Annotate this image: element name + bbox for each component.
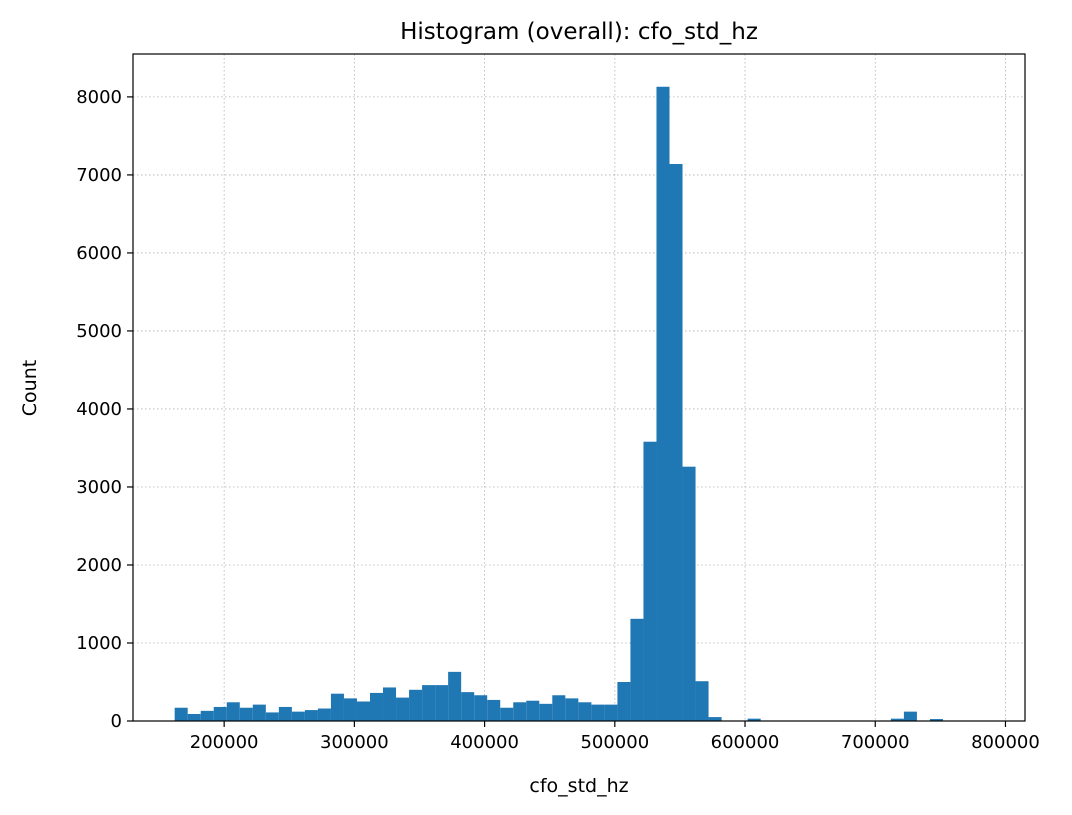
histogram-bar-7 <box>265 712 279 721</box>
y-tick-label-0: 0 <box>111 711 122 732</box>
chart-title: Histogram (overall): cfo_std_hz <box>400 19 758 45</box>
histogram-bar-56 <box>903 711 917 721</box>
x-tick-label-3: 500000 <box>580 732 649 753</box>
histogram-bar-29 <box>552 695 566 721</box>
histogram-bar-28 <box>539 703 553 721</box>
x-tick-label-6: 800000 <box>971 732 1040 753</box>
histogram-bar-17 <box>396 697 410 721</box>
histogram-bar-55 <box>890 718 904 721</box>
histogram-bar-6 <box>252 704 266 721</box>
histogram-bar-19 <box>422 685 436 721</box>
histogram-bar-22 <box>461 692 475 721</box>
histogram-bar-8 <box>278 706 292 721</box>
histogram-bar-12 <box>330 693 344 721</box>
histogram-bar-9 <box>291 711 305 721</box>
histogram-bar-24 <box>487 699 501 721</box>
x-tick-label-5: 700000 <box>841 732 910 753</box>
y-tick-label-1: 1000 <box>76 633 122 654</box>
histogram-bar-16 <box>383 687 397 721</box>
y-tick-label-5: 5000 <box>76 321 122 342</box>
histogram-bar-36 <box>643 441 657 721</box>
histogram-bar-31 <box>578 702 592 721</box>
histogram-bar-5 <box>239 707 253 721</box>
histogram-bar-20 <box>435 685 449 721</box>
histogram-bar-15 <box>369 692 384 721</box>
histogram-bar-21 <box>448 671 462 721</box>
histogram-bar-37 <box>656 86 670 722</box>
x-tick-label-2: 400000 <box>450 732 519 753</box>
histogram-bar-44 <box>747 718 761 721</box>
y-tick-label-3: 3000 <box>76 477 122 498</box>
histogram-bar-10 <box>304 710 318 721</box>
y-tick-label-2: 2000 <box>76 555 122 576</box>
histogram-bar-23 <box>474 695 488 721</box>
x-axis-label: cfo_std_hz <box>529 775 628 797</box>
plot-frame <box>132 53 1026 722</box>
y-tick-label-8: 8000 <box>76 87 122 108</box>
y-tick-label-6: 6000 <box>76 243 122 264</box>
histogram-bar-4 <box>226 702 240 721</box>
grid-lines <box>133 54 1025 722</box>
histogram-bar-18 <box>409 689 423 721</box>
histogram-bar-14 <box>356 701 370 721</box>
histogram-bar-30 <box>565 698 579 721</box>
x-tick-label-4: 600000 <box>711 732 780 753</box>
histogram-bar-3 <box>213 706 227 721</box>
y-tick-label-7: 7000 <box>76 165 122 186</box>
histogram-bar-41 <box>708 717 722 721</box>
histogram-bar-25 <box>500 707 514 721</box>
y-tick-label-4: 4000 <box>76 399 122 420</box>
histogram-bar-35 <box>630 618 644 721</box>
histogram-bar-58 <box>929 719 943 721</box>
histogram-bar-26 <box>513 702 527 721</box>
histogram-bar-34 <box>617 681 631 721</box>
x-tick-label-0: 200000 <box>190 732 259 753</box>
histogram-bar-13 <box>343 698 357 721</box>
histogram-bar-1 <box>187 713 201 721</box>
histogram-bar-39 <box>682 466 696 721</box>
x-tick-label-1: 300000 <box>320 732 389 753</box>
y-axis-label: Count <box>19 360 41 416</box>
histogram-bar-2 <box>200 710 214 721</box>
histogram-bar-27 <box>526 700 540 721</box>
histogram-bars <box>174 86 943 722</box>
histogram-bar-32 <box>591 704 605 721</box>
histogram-bar-40 <box>695 681 709 721</box>
histogram-bar-0 <box>174 707 188 721</box>
histogram-bar-38 <box>669 163 683 722</box>
histogram-bar-33 <box>604 704 618 721</box>
axis-ticks: 200000 300000 400000 500000 600000 700000 8000… <box>76 87 1040 753</box>
histogram-bar-11 <box>317 708 331 721</box>
